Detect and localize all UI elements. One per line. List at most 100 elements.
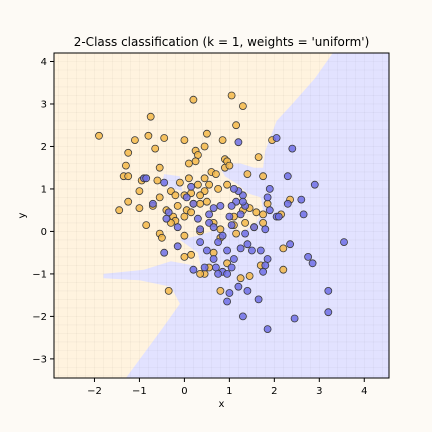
data-point-blue: [225, 212, 234, 221]
data-point-orange: [155, 193, 164, 202]
data-point-blue: [148, 199, 157, 208]
data-point-orange: [259, 210, 268, 219]
data-point-blue: [283, 172, 292, 181]
data-point-orange: [187, 208, 196, 217]
data-point-orange: [279, 244, 288, 253]
data-point-blue: [214, 238, 223, 247]
data-point-orange: [236, 274, 245, 283]
data-point-orange: [223, 180, 232, 189]
data-point-blue: [189, 199, 198, 208]
x-tick-label: 2: [271, 386, 277, 397]
data-point-blue: [324, 308, 333, 317]
data-point-blue: [227, 201, 236, 210]
data-point-blue: [254, 295, 263, 304]
data-point-blue: [205, 210, 214, 219]
data-point-blue: [263, 325, 272, 334]
data-point-orange: [238, 102, 247, 110]
data-point-orange: [202, 197, 211, 206]
data-point-blue: [229, 255, 238, 263]
data-point-orange: [254, 153, 263, 162]
data-point-blue: [209, 204, 218, 213]
data-point-orange: [142, 221, 151, 230]
x-axis-ticks: −2 −1 0 1 2 3 4: [87, 378, 367, 397]
data-point-orange: [184, 159, 193, 168]
x-tick-label: 0: [181, 386, 187, 397]
data-point-blue: [236, 244, 245, 253]
axes-frame: [53, 52, 390, 379]
data-point-blue: [288, 144, 297, 153]
data-point-blue: [214, 269, 223, 278]
data-point-orange: [153, 176, 162, 185]
data-point-blue: [162, 214, 171, 223]
data-point-blue: [142, 174, 151, 183]
data-point-orange: [205, 180, 214, 189]
data-point-blue: [250, 223, 259, 232]
data-points: [95, 91, 348, 334]
data-point-blue: [243, 240, 252, 249]
x-axis-label: x: [219, 399, 225, 410]
data-point-orange: [122, 161, 130, 170]
data-point-orange: [200, 174, 209, 183]
data-point-orange: [245, 272, 254, 280]
data-point-blue: [263, 193, 272, 202]
data-point-orange: [160, 134, 169, 142]
data-point-blue: [189, 265, 198, 274]
data-point-blue: [209, 255, 218, 263]
x-tick-label: −1: [132, 386, 147, 397]
y-tick-label: 1: [41, 184, 47, 195]
data-point-orange: [151, 144, 160, 153]
data-point-orange: [241, 218, 250, 227]
data-point-orange: [232, 121, 241, 130]
data-point-blue: [223, 297, 232, 306]
data-point-blue: [160, 248, 169, 257]
data-point-orange: [202, 129, 211, 138]
data-point-orange: [279, 265, 288, 274]
data-point-orange: [196, 269, 205, 278]
y-tick-label: −2: [32, 312, 47, 323]
y-tick-label: 0: [41, 227, 47, 238]
data-point-blue: [286, 240, 295, 249]
data-point-blue: [234, 138, 243, 147]
data-point-blue: [164, 208, 173, 217]
data-point-blue: [310, 180, 319, 189]
data-point-orange: [180, 231, 189, 240]
decision-region-blue-1: [161, 174, 183, 192]
x-tick-label: 4: [361, 386, 367, 397]
data-point-orange: [191, 157, 200, 166]
data-point-blue: [193, 214, 202, 223]
data-point-orange: [196, 199, 205, 208]
data-point-blue: [265, 206, 274, 215]
data-point-orange: [95, 131, 103, 140]
data-point-blue: [340, 238, 348, 247]
data-point-orange: [211, 170, 220, 179]
data-point-blue: [229, 184, 238, 193]
data-point-orange: [218, 136, 227, 145]
y-tick-label: 2: [41, 142, 47, 153]
y-axis-ticks: −3 −2 −1 0 1 2 3 4: [32, 57, 54, 365]
data-point-blue: [227, 221, 236, 230]
data-point-blue: [299, 210, 308, 219]
data-point-blue: [247, 246, 256, 255]
data-point-blue: [196, 238, 205, 247]
data-point-blue: [234, 282, 243, 291]
data-point-orange: [171, 191, 180, 200]
data-point-blue: [227, 263, 236, 272]
decision-regions-blue: [103, 53, 389, 378]
data-point-blue: [261, 225, 270, 234]
plot-area: [54, 53, 389, 378]
data-point-orange: [124, 197, 133, 206]
data-point-blue: [241, 229, 250, 238]
data-point-blue: [200, 263, 209, 272]
data-point-orange: [216, 286, 225, 295]
data-point-blue: [290, 314, 299, 323]
data-point-blue: [209, 223, 218, 232]
data-point-blue: [173, 242, 182, 251]
data-point-orange: [232, 229, 241, 238]
data-point-blue: [218, 231, 227, 240]
y-tick-label: 3: [41, 99, 47, 110]
data-point-orange: [115, 206, 124, 215]
data-point-blue: [202, 246, 211, 255]
data-point-blue: [173, 223, 182, 232]
decision-region-blue-0: [103, 53, 389, 378]
data-point-blue: [238, 197, 247, 206]
